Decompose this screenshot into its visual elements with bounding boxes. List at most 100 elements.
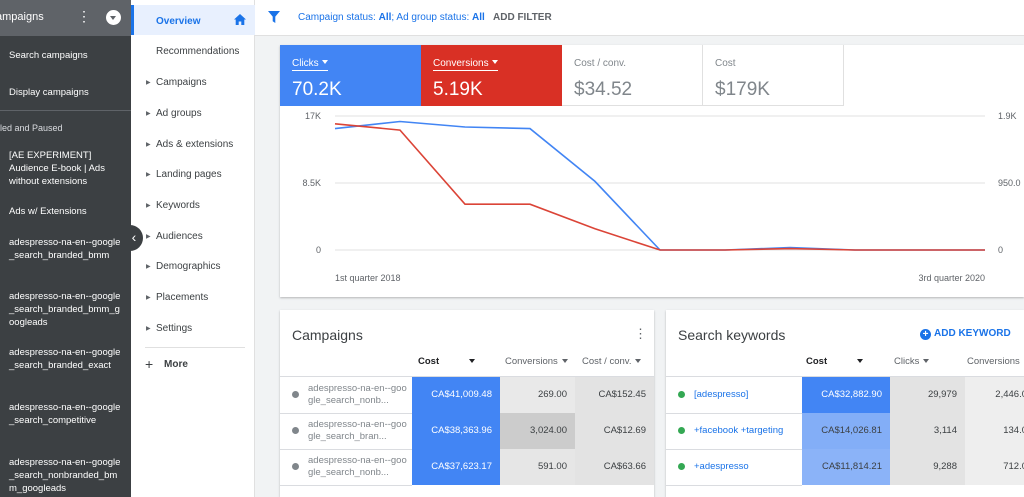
conversions-cell: 712.0 — [965, 449, 1024, 485]
chevron-right-icon: ▶ — [146, 264, 151, 270]
metric-label: Cost — [715, 58, 736, 69]
chevron-right-icon: ▶ — [146, 203, 151, 209]
nav-item-landing-pages[interactable]: Landing pages — [156, 169, 222, 180]
cost-per-conv-cell: CA$12.69 — [575, 413, 654, 449]
column-header-clicks[interactable]: Clicks — [894, 356, 964, 376]
add-filter-button[interactable]: ADD FILTER — [493, 12, 552, 23]
row-divider — [280, 449, 412, 450]
campaign-list-panel: ampaigns ⋮ Search campaigns Display camp… — [0, 0, 131, 497]
sort-caret-icon — [923, 359, 930, 363]
nav-item-settings[interactable]: Settings — [156, 323, 193, 334]
nav-item-more[interactable]: More — [164, 359, 188, 370]
nav-item-ads-extensions[interactable]: Ads & extensions — [156, 139, 234, 150]
cost-cell: CA$32,882.90 — [802, 377, 890, 413]
status-dot-icon — [678, 427, 685, 434]
chevron-right-icon: ▶ — [146, 142, 151, 148]
divider — [0, 110, 131, 111]
campaign-item[interactable]: adespresso-na-en--google_search_branded_… — [9, 291, 121, 328]
cost-per-conv-cell: CA$63.66 — [575, 449, 654, 485]
plus-icon[interactable]: + — [145, 356, 154, 372]
filter-icon[interactable] — [268, 11, 280, 23]
campaign-name-link[interactable]: adespresso-na-en--google_search_nonb... — [308, 383, 407, 406]
nav-item-audiences[interactable]: Audiences — [156, 231, 203, 242]
more-vert-icon[interactable]: ⋮ — [634, 326, 647, 341]
metric-label: Cost / conv. — [574, 58, 627, 69]
column-header-cost-per-conv[interactable]: Cost / conv. — [582, 356, 654, 376]
metric-label: Conversions — [433, 58, 498, 71]
status-dot-icon — [678, 391, 685, 398]
nav-item-ad-groups[interactable]: Ad groups — [156, 108, 202, 119]
nav-item-campaigns[interactable]: Campaigns — [156, 77, 207, 88]
cost-cell: CA$38,363.96 — [412, 413, 500, 449]
add-keyword-label: ADD KEYWORD — [934, 328, 1011, 339]
conversions-series-line — [334, 123, 985, 251]
header-divider — [666, 376, 1024, 377]
campaign-item-search[interactable]: Search campaigns — [9, 50, 88, 61]
row-divider — [280, 485, 412, 486]
right-tick-label: 950.0 — [998, 178, 1021, 188]
column-header-cost[interactable]: Cost — [806, 356, 886, 376]
campaign-item-display[interactable]: Display campaigns — [9, 87, 89, 98]
divider — [145, 347, 245, 348]
left-tick-label: 17K — [305, 111, 321, 121]
active-filters[interactable]: Campaign status: All; Ad group status: A… — [298, 12, 485, 23]
add-keyword-button[interactable]: + ADD KEYWORD — [920, 328, 1011, 340]
sort-caret-icon — [635, 359, 642, 363]
keyword-link[interactable]: +facebook +targeting — [694, 425, 784, 436]
campaign-item[interactable]: [AE EXPERIMENT] Audience E-book | Ads wi… — [9, 150, 105, 187]
right-tick-label: 0 — [998, 245, 1003, 255]
metric-value: $34.52 — [574, 79, 633, 100]
keyword-link[interactable]: [adespresso] — [694, 389, 749, 400]
campaign-name-link[interactable]: adespresso-na-en--google_search_bran... — [308, 419, 407, 442]
campaign-item[interactable]: adespresso-na-en--google_search_branded_… — [9, 237, 121, 261]
campaign-name-link[interactable]: adespresso-na-en--google_search_nonb... — [308, 455, 407, 478]
page-nav: Overview Recommendations ▶ Campaigns ▶ A… — [131, 0, 255, 497]
keyword-link[interactable]: +adespresso — [694, 461, 749, 472]
clicks-cell: 9,288 — [890, 449, 965, 485]
add-icon: + — [920, 329, 931, 340]
conversions-cell: 269.00 — [500, 377, 575, 413]
conversions-cell: 134.0 — [965, 413, 1024, 449]
campaign-item[interactable]: adespresso-na-en--google_search_nonbrand… — [9, 457, 121, 494]
nav-item-placements[interactable]: Placements — [156, 292, 209, 303]
nav-item-keywords[interactable]: Keywords — [156, 200, 200, 211]
campaign-item[interactable]: adespresso-na-en--google_search_competit… — [9, 402, 121, 426]
metric-label-text: Clicks — [292, 58, 319, 69]
column-header-conversions[interactable]: Conversions — [967, 356, 1024, 376]
metric-cost-per-conv[interactable]: Cost / conv. $34.52 — [562, 45, 703, 106]
column-header-label: Cost / conv. — [582, 356, 632, 367]
left-tick-label: 8.5K — [302, 178, 321, 188]
clicks-cell: 3,114 — [890, 413, 965, 449]
metric-clicks[interactable]: Clicks 70.2K — [280, 45, 421, 106]
column-header-conversions[interactable]: Conversions — [505, 356, 575, 376]
section-label: led and Paused — [0, 123, 63, 133]
chevron-left-icon[interactable]: ‹ — [125, 225, 143, 251]
campaign-status-label: Campaign status: — [298, 12, 376, 23]
dropdown-icon[interactable] — [106, 10, 121, 25]
metric-conversions[interactable]: Conversions 5.19K — [421, 45, 562, 106]
campaign-status-value: All — [378, 12, 392, 23]
nav-item-recommendations[interactable]: Recommendations — [156, 46, 240, 57]
search-keywords-card: Search keywords + ADD KEYWORD Cost Clicks… — [666, 310, 1024, 497]
status-dot-icon — [292, 391, 299, 398]
chart-gridlines — [335, 115, 985, 251]
card-title: Campaigns — [292, 327, 363, 343]
sort-caret-icon — [561, 359, 568, 363]
row-divider — [280, 413, 412, 414]
metric-label-text: Conversions — [433, 58, 489, 69]
row-divider — [666, 449, 802, 450]
campaign-item[interactable]: Ads w/ Extensions — [9, 206, 87, 217]
performance-chart: 17K 8.5K 0 1.9K 950.0 0 1st quarter 2018… — [302, 111, 1021, 283]
row-divider — [666, 485, 802, 486]
campaign-item[interactable]: adespresso-na-en--google_search_branded_… — [9, 347, 121, 371]
campaigns-card: Campaigns ⋮ Cost Conversions Cost / conv… — [280, 310, 654, 497]
status-dot-icon — [292, 427, 299, 434]
chevron-right-icon: ▶ — [146, 326, 151, 332]
row-divider — [666, 413, 802, 414]
column-header-cost[interactable]: Cost — [418, 356, 496, 376]
nav-item-demographics[interactable]: Demographics — [156, 261, 221, 272]
nav-item-overview[interactable] — [131, 5, 255, 35]
column-header-label: Conversions — [967, 356, 1020, 367]
more-vert-icon[interactable]: ⋮ — [77, 8, 91, 24]
metric-cost[interactable]: Cost $179K — [703, 45, 844, 106]
